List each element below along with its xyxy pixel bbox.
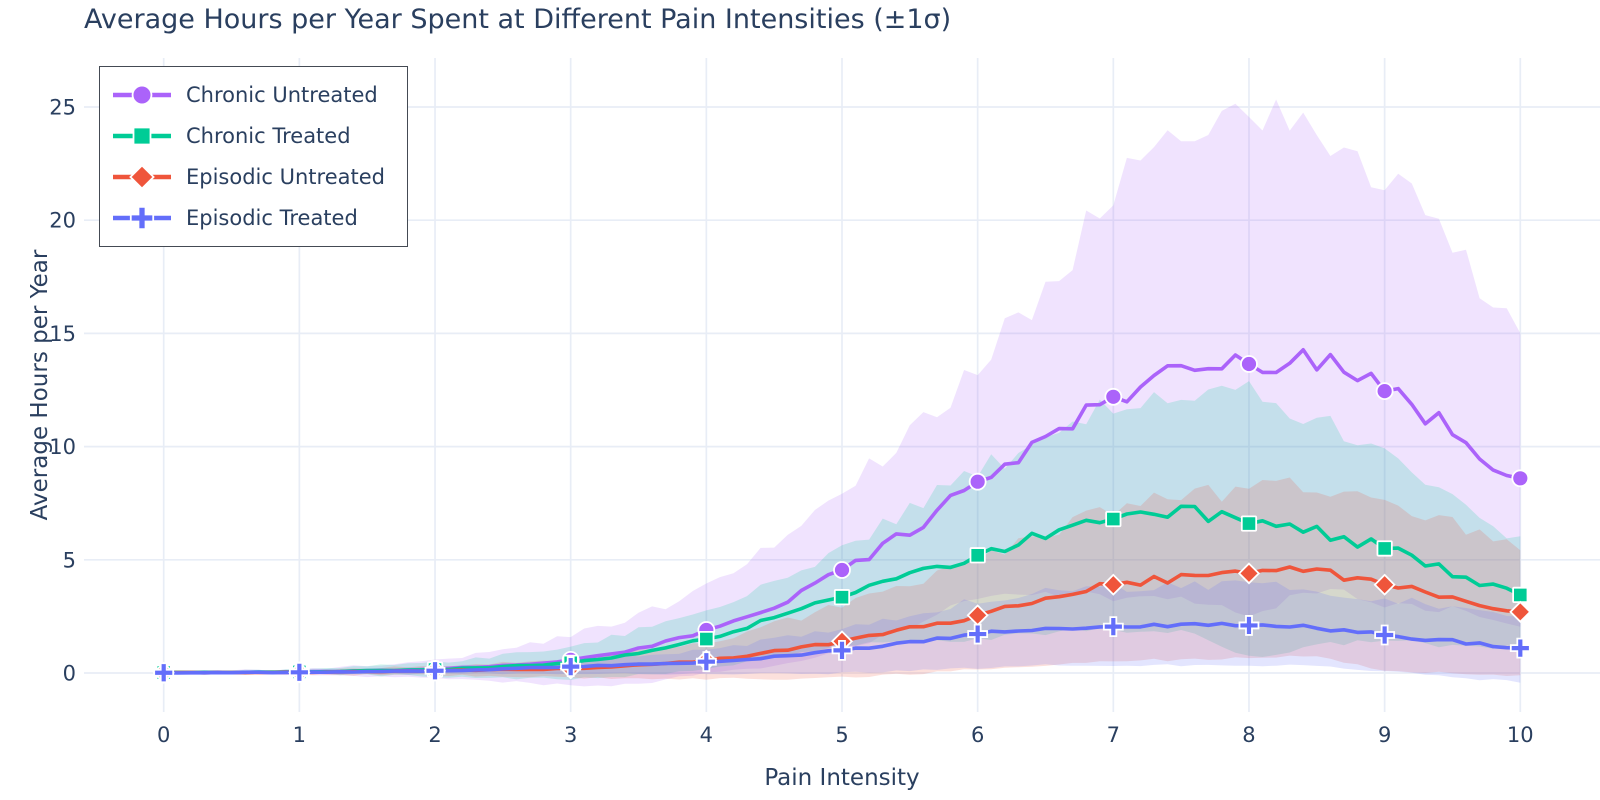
legend-square-swatch-icon [113, 126, 171, 146]
legend-item-chronic-untreated[interactable]: Chronic Untreated [110, 81, 385, 109]
x-tick-label-1: 1 [293, 723, 306, 747]
diamond-marker-icon [129, 164, 155, 190]
x-axis-title: Pain Intensity [764, 765, 920, 791]
y-tick-label-20: 20 [49, 209, 76, 233]
x-tick-label-2: 2 [428, 723, 441, 747]
legend-diamond-swatch-icon [113, 164, 171, 190]
markers-episodic-treated [153, 615, 1531, 684]
circle-marker-icon [833, 561, 851, 579]
legend-label: Chronic Untreated [186, 83, 378, 107]
y-tick-label-25: 25 [49, 96, 76, 120]
band-chronic-untreated [163, 99, 1521, 687]
legend-box: Chronic Untreated Chronic Treated Episodic… [99, 66, 408, 247]
x-tick-label-5: 5 [835, 723, 848, 747]
legend-label: Episodic Treated [186, 206, 358, 230]
tick-labels: 0 5 10 15 20 25 0 1 2 3 4 5 6 7 8 9 10 [49, 96, 1533, 748]
legend-item-episodic-untreated[interactable]: Episodic Untreated [110, 163, 385, 191]
cross-marker-icon [1374, 624, 1396, 646]
x-tick-label-8: 8 [1242, 723, 1255, 747]
cross-marker-icon [695, 651, 717, 673]
cross-marker-icon [831, 639, 853, 661]
diamond-marker-icon [1509, 600, 1532, 623]
circle-marker-icon [968, 472, 987, 491]
circle-marker-icon [131, 84, 153, 106]
cross-marker-icon [967, 623, 989, 645]
cross-marker-icon [153, 662, 175, 684]
diamond-marker-icon [1102, 573, 1125, 596]
x-tick-label-10: 10 [1507, 723, 1534, 747]
plot-area [152, 99, 1532, 687]
cross-marker-icon [560, 656, 582, 678]
y-axis-title: Average Hours per Year [27, 249, 53, 521]
square-marker-icon [1376, 540, 1393, 557]
cross-marker-icon [129, 205, 155, 231]
x-tick-label-7: 7 [1107, 723, 1120, 747]
square-marker-icon [1240, 515, 1258, 532]
band-chronic-treated [163, 381, 1521, 680]
square-marker-icon [132, 126, 152, 146]
y-tick-label-0: 0 [63, 662, 76, 686]
y-tick-label-5: 5 [63, 548, 76, 572]
legend-item-episodic-treated[interactable]: Episodic Treated [110, 204, 385, 232]
square-marker-icon [1105, 510, 1122, 528]
circle-marker-icon [1511, 469, 1530, 488]
band-episodic-untreated [163, 477, 1521, 680]
chart-title: Average Hours per Year Spent at Differen… [84, 4, 952, 35]
x-tick-label-3: 3 [564, 723, 577, 747]
legend-label: Episodic Untreated [186, 165, 385, 189]
cross-marker-icon [1238, 615, 1260, 636]
x-tick-label-6: 6 [971, 723, 984, 747]
square-marker-icon [698, 630, 715, 648]
circle-marker-icon [1375, 382, 1394, 401]
diamond-marker-icon [1237, 562, 1261, 585]
cross-marker-icon [288, 661, 310, 683]
circle-marker-icon [1240, 355, 1258, 373]
square-marker-icon [833, 589, 851, 606]
square-marker-icon [1512, 586, 1529, 603]
x-tick-label-9: 9 [1378, 723, 1391, 747]
legend-cross-swatch-icon [113, 205, 171, 231]
y-tick-label-10: 10 [49, 435, 76, 459]
y-tick-label-15: 15 [49, 322, 76, 346]
cross-marker-icon [1509, 637, 1531, 659]
legend-label: Chronic Treated [186, 124, 351, 148]
square-marker-icon [969, 547, 986, 564]
legend-circle-swatch-icon [113, 84, 171, 106]
legend-item-chronic-treated[interactable]: Chronic Treated [110, 122, 385, 150]
x-tick-label-4: 4 [700, 723, 713, 747]
circle-marker-icon [1104, 387, 1123, 406]
cross-marker-icon [1102, 616, 1124, 637]
diamond-marker-icon [1373, 573, 1396, 596]
cross-marker-icon [424, 660, 446, 682]
x-tick-label-0: 0 [157, 723, 170, 747]
